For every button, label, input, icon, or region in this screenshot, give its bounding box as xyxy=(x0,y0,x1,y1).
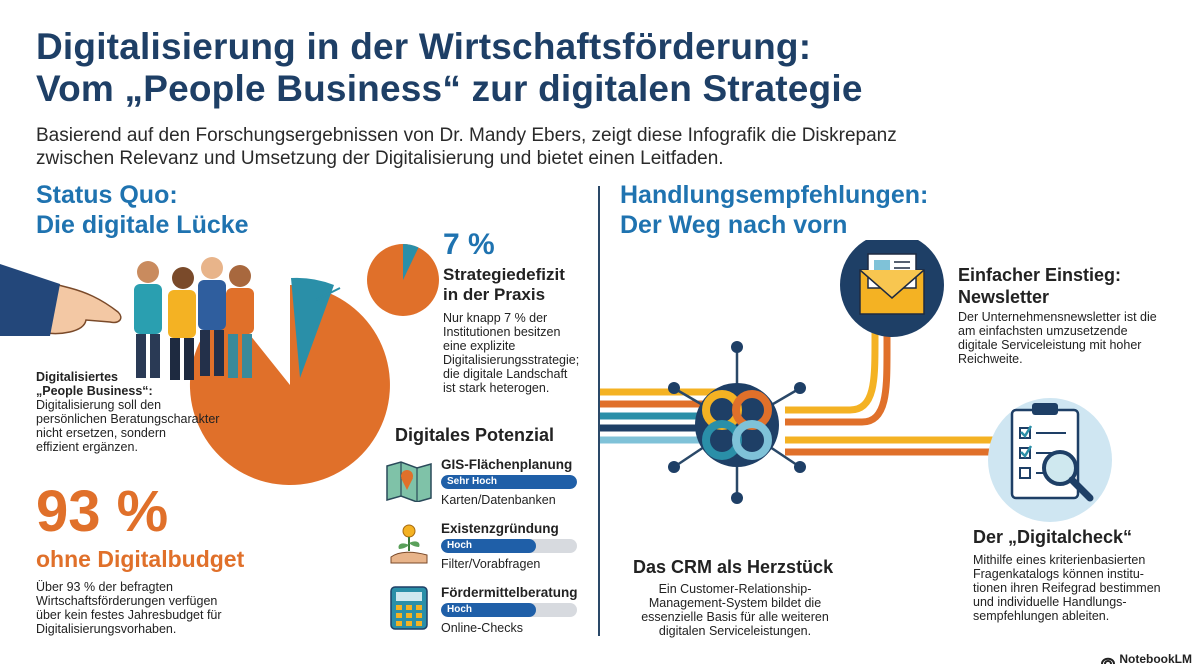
recommendations-heading-line2: Der Weg nach vorn xyxy=(620,211,848,239)
strategy-text-6: ist stark heterogen. xyxy=(443,381,550,395)
strategy-title-2: in der Praxis xyxy=(443,285,546,304)
potential-bar-foerder: Hoch xyxy=(441,603,577,617)
status-illustration xyxy=(0,244,439,485)
strategy-text-4: Digitalisierungsstrategie; xyxy=(443,353,580,367)
budget-label: ohne Digitalbudget xyxy=(36,546,245,572)
potential-sub-foerder: Online-Checks xyxy=(441,621,523,635)
newsletter-envelope-icon xyxy=(840,240,944,337)
budget-pie-chart xyxy=(189,277,390,485)
strategy-text-1: Nur knapp 7 % der xyxy=(443,311,548,325)
strategy-text-2: Institutionen besitzen xyxy=(443,325,561,339)
digitalcheck-title: Der „Digitalcheck“ xyxy=(973,527,1133,547)
crm-text-3: essenzielle Basis für alle weiteren xyxy=(641,610,829,624)
potential-bar-fill: Sehr Hoch xyxy=(441,475,577,489)
potential-label-foerder: Fördermittelberatung xyxy=(441,585,578,600)
calculator-icon xyxy=(390,586,428,630)
potential-item-foerder: Fördermittelberatung Hoch Online-Checks xyxy=(385,583,595,643)
connector-line xyxy=(315,287,341,301)
people-group-icon xyxy=(134,257,254,380)
small-pie-slice xyxy=(403,244,419,280)
potential-sub-gis: Karten/Datenbanken xyxy=(441,493,556,507)
people-business-text-1: Digitalisierung soll den xyxy=(36,398,162,412)
title-line-1: Digitalisierung in der Wirtschaftsförder… xyxy=(36,26,812,67)
pie-slice-strategy xyxy=(291,277,334,378)
pie-slice-no-budget xyxy=(189,285,390,485)
potential-bar-gis: Sehr Hoch xyxy=(441,475,577,489)
potential-bar-fill: Hoch xyxy=(441,603,537,617)
status-quo-heading-line1: Status Quo: xyxy=(36,181,178,209)
potential-label-existenz: Existenzgründung xyxy=(441,521,559,536)
potential-item-existenz: Existenzgründung Hoch Filter/Vorabfragen xyxy=(385,519,595,579)
newsletter-text: Der Unternehmensnewsletter ist die am ei… xyxy=(958,310,1188,366)
budget-percentage: 93 % xyxy=(36,479,169,544)
crm-text: Ein Customer-Relationship- Management-Sy… xyxy=(620,582,850,638)
newsletter-title-2: Newsletter xyxy=(958,287,1050,307)
recommendations-heading: Handlungsempfehlungen: Der Weg nach vorn xyxy=(620,180,928,240)
sprout-icon xyxy=(390,524,428,564)
people-business-text-2: persönlichen Beratungscharakter xyxy=(36,412,220,426)
handshake-hand-icon xyxy=(0,264,122,336)
potential-heading: Digitales Potenzial xyxy=(395,425,555,445)
newsletter-text-2: am einfachsten umzusetzende xyxy=(958,324,1128,338)
strategy-percentage: 7 % xyxy=(443,228,495,261)
people-business-title-2: „People Business“: xyxy=(36,384,153,398)
newsletter-text-1: Der Unternehmensnewsletter ist die xyxy=(958,310,1157,324)
title-line-2: Vom „People Business“ zur digitalen Stra… xyxy=(36,68,863,109)
crm-text-4: digitalen Serviceleistungen. xyxy=(658,624,812,638)
strategy-title: Strategiedefizit in der Praxis xyxy=(443,265,565,305)
potential-label-gis: GIS-Flächenplanung xyxy=(441,457,573,472)
page-title: Digitalisierung in der Wirtschaftsförder… xyxy=(36,26,863,110)
potential-bar-fill: Hoch xyxy=(441,539,537,553)
crm-network-icon xyxy=(668,341,806,504)
strategy-title-1: Strategiedefizit xyxy=(443,265,565,284)
intro-line-1: Basierend auf den Forschungsergebnissen … xyxy=(36,125,897,146)
digitalcheck-text-4: und individuelle Handlungs- xyxy=(973,595,1127,609)
people-business-title-1: Digitalisiertes xyxy=(36,370,118,384)
digitalcheck-clipboard-icon xyxy=(988,398,1112,522)
digitalcheck-text-2: Fragenkatalogs können institu- xyxy=(973,567,1144,581)
status-quo-heading: Status Quo: Die digitale Lücke xyxy=(36,180,249,240)
people-business-text-4: effizient ergänzen. xyxy=(36,440,138,454)
strategy-text: Nur knapp 7 % der Institutionen besitzen… xyxy=(443,311,593,395)
crm-text-2: Management-System bildet die xyxy=(648,596,822,610)
strategy-text-3: eine explizite xyxy=(443,339,516,353)
connection-lines xyxy=(600,325,1000,456)
newsletter-title-1: Einfacher Einstieg: xyxy=(958,265,1122,285)
digitalcheck-text-3: tionen ihren Reifegrad bestimmen xyxy=(973,581,1161,595)
intro-line-2: zwischen Relevanz und Umsetzung der Digi… xyxy=(36,148,724,169)
notebooklm-logo-icon xyxy=(1101,657,1116,665)
newsletter-text-3: digitale Serviceleistung mit hoher xyxy=(958,338,1142,352)
intro-text: Basierend auf den Forschungsergebnissen … xyxy=(36,124,1156,170)
strategy-pie-chart xyxy=(367,244,439,316)
digitalcheck-text-5: sempfehlungen ableiten. xyxy=(973,609,1110,623)
brand-footer: NotebookLM xyxy=(1101,652,1192,666)
people-business-text-3: nicht ersetzen, sondern xyxy=(36,426,166,440)
newsletter-title: Einfacher Einstieg: Newsletter xyxy=(958,264,1121,308)
digitalcheck-text-1: Mithilfe eines kriterienbasierten xyxy=(973,553,1146,567)
newsletter-text-4: Reichweite. xyxy=(958,352,1023,366)
crm-title: Das CRM als Herzstück xyxy=(633,557,834,577)
map-icon xyxy=(386,461,432,502)
brand-name: NotebookLM xyxy=(1119,652,1192,666)
status-quo-heading-line2: Die digitale Lücke xyxy=(36,211,249,239)
strategy-text-5: die digitale Landschaft xyxy=(443,367,568,381)
budget-text-3: über kein festes Jahresbudget für xyxy=(36,608,222,622)
potential-item-gis: GIS-Flächenplanung Sehr Hoch Karten/Date… xyxy=(385,455,595,515)
potential-sub-existenz: Filter/Vorabfragen xyxy=(441,557,541,571)
budget-text: Über 93 % der befragten Wirtschaftsförde… xyxy=(36,580,266,636)
crm-text-1: Ein Customer-Relationship- xyxy=(658,582,812,596)
budget-text-4: Digitalisierungsvorhaben. xyxy=(36,622,177,636)
potential-bar-existenz: Hoch xyxy=(441,539,577,553)
section-divider xyxy=(598,186,600,636)
digitalcheck-text: Mithilfe eines kriterienbasierten Fragen… xyxy=(973,553,1188,623)
recommendations-illustration xyxy=(600,240,1112,522)
budget-text-2: Wirtschaftsförderungen verfügen xyxy=(36,594,218,608)
people-business-block: Digitalisiertes „People Business“: Digit… xyxy=(36,370,236,454)
budget-text-1: Über 93 % der befragten xyxy=(36,580,173,594)
recommendations-heading-line1: Handlungsempfehlungen: xyxy=(620,181,929,209)
